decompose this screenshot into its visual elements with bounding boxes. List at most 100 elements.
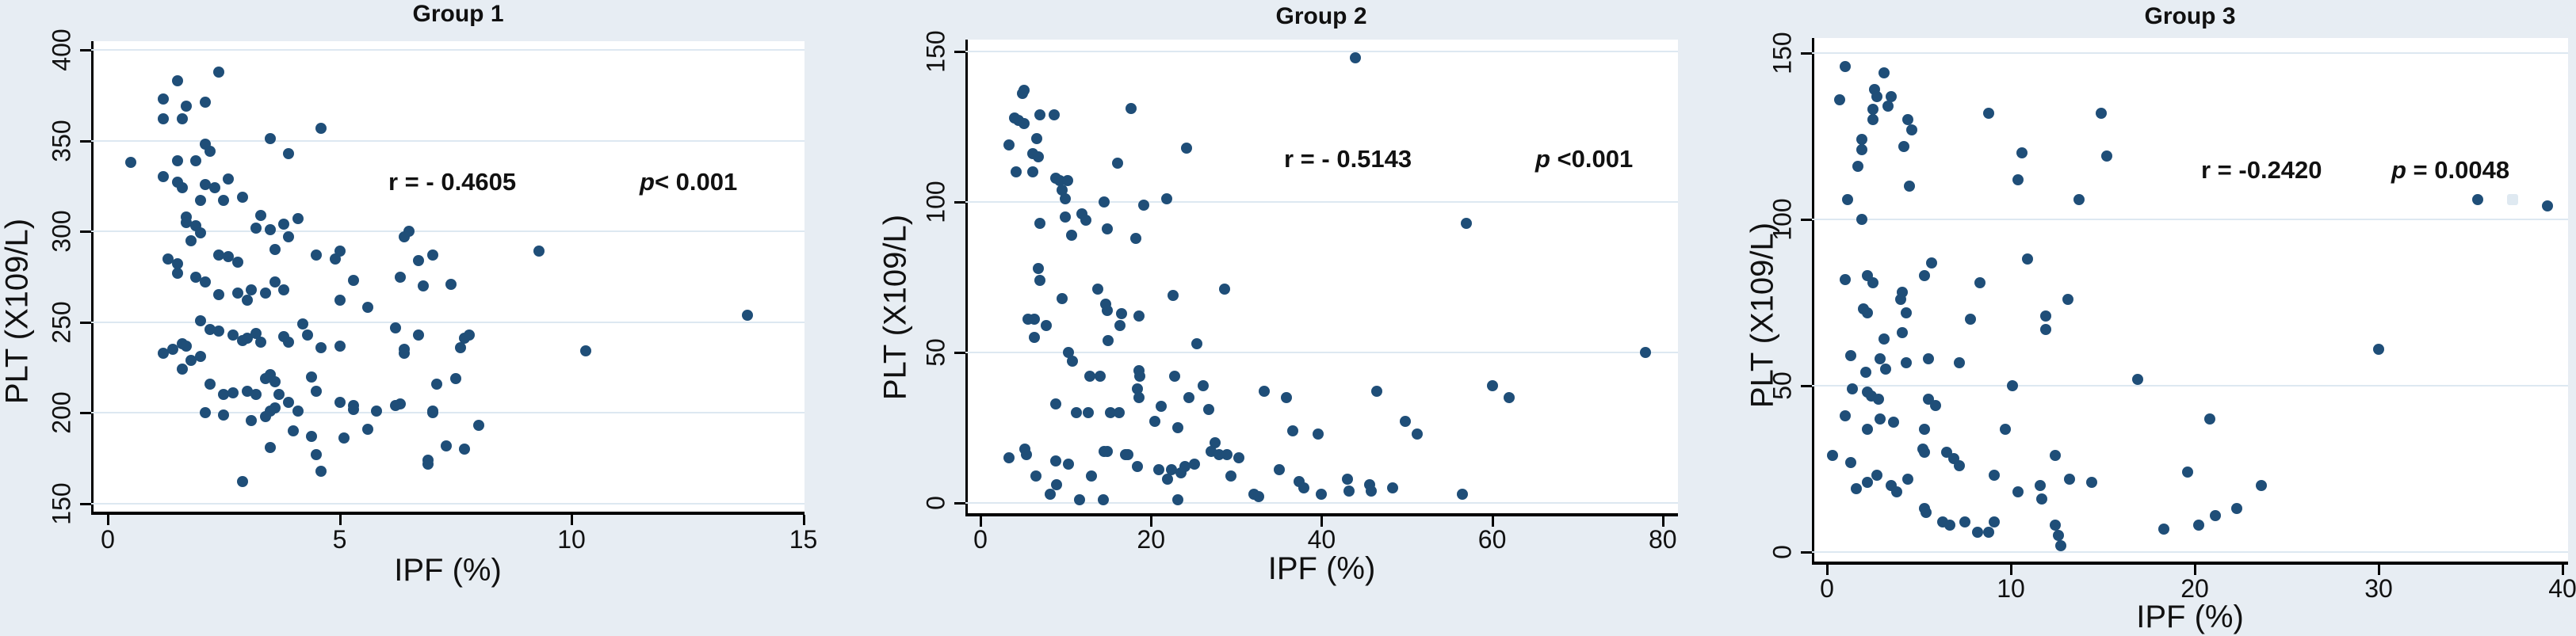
data-point	[273, 389, 285, 401]
data-point	[361, 302, 373, 314]
data-point	[2049, 520, 2061, 531]
data-point	[241, 333, 253, 345]
data-point	[2181, 467, 2193, 478]
x-axis-tick	[1491, 516, 1494, 527]
data-point	[181, 340, 193, 352]
data-point	[259, 410, 271, 422]
x-axis-tick	[1661, 516, 1664, 527]
data-point	[1129, 232, 1141, 244]
data-point	[1944, 520, 1956, 531]
data-point	[1411, 428, 1423, 440]
data-point	[533, 246, 545, 257]
data-point	[2012, 173, 2024, 185]
data-point	[2035, 480, 2047, 491]
data-point	[1049, 398, 1061, 409]
data-point	[1122, 449, 1134, 461]
data-point	[2132, 373, 2144, 385]
x-tick-label: 10	[1997, 574, 2025, 603]
data-point	[2373, 343, 2384, 355]
x-axis-label: IPF (%)	[1267, 551, 1376, 586]
data-point	[2542, 200, 2554, 212]
data-point	[283, 147, 295, 159]
data-point	[125, 157, 137, 169]
data-point	[417, 280, 429, 291]
data-point	[1156, 401, 1168, 413]
data-point	[403, 226, 415, 238]
data-point	[264, 223, 276, 235]
data-point	[1050, 479, 1062, 491]
correlation-r-annotation: r = - 0.4605	[388, 168, 517, 196]
gridline	[965, 352, 1678, 353]
data-point	[158, 93, 170, 105]
x-tick-label: 10	[557, 525, 586, 554]
data-point	[204, 146, 216, 158]
data-point	[2016, 147, 2028, 158]
data-point	[1343, 485, 1355, 497]
data-point	[1841, 193, 1853, 205]
data-point	[1026, 166, 1038, 177]
data-point	[1856, 134, 1868, 146]
panel-title-group-3: Group 3	[2144, 3, 2236, 29]
data-point	[1964, 314, 1976, 325]
data-point	[2100, 150, 2112, 162]
ghost-data-point	[2507, 193, 2519, 205]
data-point	[236, 476, 248, 488]
data-point	[334, 295, 346, 307]
x-axis-tick	[107, 515, 109, 525]
data-point	[195, 351, 206, 363]
y-axis-tick	[1801, 52, 1812, 55]
y-axis-tick	[80, 412, 91, 415]
data-point	[306, 431, 318, 443]
gridline	[1812, 52, 2568, 54]
data-point	[1181, 142, 1193, 154]
y-axis-label: PLT (X109/L)	[0, 218, 35, 405]
data-point	[1872, 393, 1884, 405]
data-point	[1033, 151, 1045, 162]
data-point	[195, 314, 206, 326]
data-point	[371, 406, 383, 417]
data-point	[306, 371, 318, 383]
x-tick-label: 5	[332, 525, 347, 554]
data-point	[2053, 530, 2065, 541]
data-point	[1875, 353, 1886, 365]
data-point	[190, 154, 202, 166]
data-point	[1856, 214, 1868, 225]
data-point	[259, 288, 271, 299]
data-point	[1031, 133, 1043, 145]
data-point	[269, 276, 281, 288]
data-point	[1102, 223, 1114, 235]
data-point	[1033, 262, 1045, 274]
data-point	[1018, 85, 1030, 97]
data-point	[1959, 516, 1970, 528]
y-tick-label: 400	[47, 29, 76, 71]
data-point	[311, 449, 323, 461]
data-point	[1918, 423, 1930, 435]
y-axis-tick	[1801, 219, 1812, 221]
data-point	[1133, 392, 1145, 403]
data-point	[213, 66, 225, 78]
data-point	[1840, 409, 1852, 421]
data-point	[1003, 452, 1015, 463]
data-point	[199, 97, 211, 109]
data-point	[1133, 310, 1145, 322]
data-point	[1099, 196, 1110, 208]
data-point	[1034, 274, 1046, 286]
data-point	[338, 432, 350, 444]
y-tick-label: 150	[47, 482, 76, 525]
data-point	[431, 378, 443, 390]
data-point	[1640, 347, 1652, 358]
p-value-annotation: p <0.001	[1535, 145, 1634, 173]
data-point	[1252, 491, 1264, 503]
data-point	[2007, 380, 2019, 391]
x-tick-label: 0	[1820, 574, 1834, 603]
data-point	[1166, 464, 1178, 476]
data-point	[422, 454, 434, 466]
data-point	[1847, 383, 1859, 395]
correlation-r-annotation: r = - 0.5143	[1284, 145, 1412, 173]
data-point	[1929, 400, 1941, 412]
y-axis-label: PLT (X109/L)	[1745, 222, 1780, 409]
data-point	[1859, 367, 1871, 379]
data-point	[278, 284, 290, 295]
data-point	[394, 271, 406, 283]
data-point	[1882, 101, 1894, 112]
